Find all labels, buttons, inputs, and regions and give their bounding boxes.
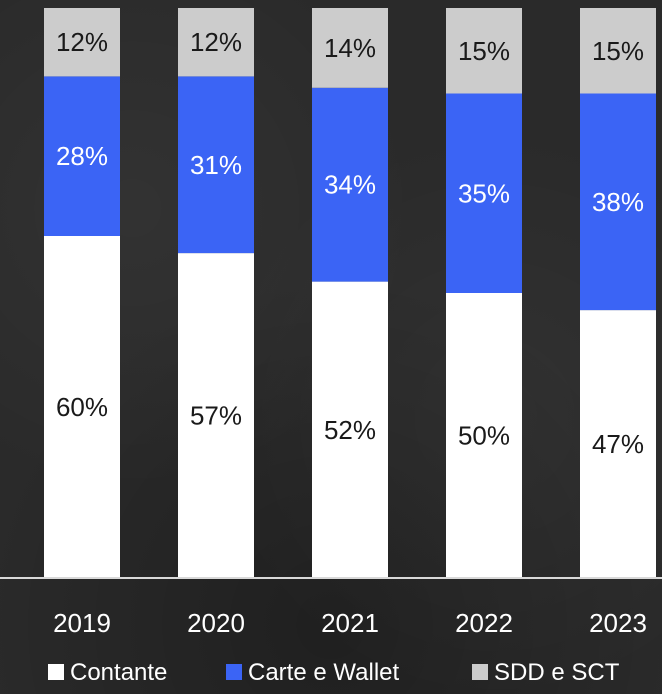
data-label: 57% xyxy=(190,401,242,431)
bar-segment-2019-contante xyxy=(44,236,120,578)
bar-segment-2020-sdd-e-sct xyxy=(178,8,254,77)
x-tick-label: 2021 xyxy=(321,608,379,638)
data-label: 15% xyxy=(458,36,510,66)
bar-segment-2023-contante xyxy=(580,310,656,578)
data-label: 50% xyxy=(458,421,510,451)
x-tick-label: 2023 xyxy=(589,608,647,638)
data-label: 52% xyxy=(324,415,376,445)
bar-segment-2019-carte-e-wallet xyxy=(44,76,120,237)
x-tick-label: 2022 xyxy=(455,608,513,638)
legend-label-carte-e-wallet: Carte e Wallet xyxy=(248,659,399,686)
data-label: 28% xyxy=(56,141,108,171)
data-label: 12% xyxy=(190,27,242,57)
legend-swatch-sdd-e-sct xyxy=(472,664,488,680)
data-label: 31% xyxy=(190,150,242,180)
data-label: 38% xyxy=(592,187,644,217)
bar-segment-2022-contante xyxy=(446,293,522,578)
bar-segment-2019-sdd-e-sct xyxy=(44,8,120,77)
bar-segment-2021-contante xyxy=(312,281,388,578)
legend-swatch-carte-e-wallet xyxy=(226,664,242,680)
bar-segment-2021-carte-e-wallet xyxy=(312,87,388,282)
bar-segment-2022-sdd-e-sct xyxy=(446,8,522,94)
data-label: 47% xyxy=(592,429,644,459)
x-tick-label: 2019 xyxy=(53,608,111,638)
bar-segment-2020-contante xyxy=(178,253,254,578)
x-tick-label: 2020 xyxy=(187,608,245,638)
bar-segment-2022-carte-e-wallet xyxy=(446,93,522,293)
data-label: 15% xyxy=(592,36,644,66)
bar-segment-2021-sdd-e-sct xyxy=(312,8,388,88)
bar-segment-2023-sdd-e-sct xyxy=(580,8,656,94)
bar-segment-2023-carte-e-wallet xyxy=(580,93,656,311)
data-label: 14% xyxy=(324,33,376,63)
data-label: 34% xyxy=(324,170,376,200)
data-label: 12% xyxy=(56,27,108,57)
legend-label-sdd-e-sct: SDD e SCT xyxy=(494,659,620,686)
legend-swatch-contante xyxy=(48,664,64,680)
legend-label-contante: Contante xyxy=(70,659,167,686)
data-label: 60% xyxy=(56,392,108,422)
data-label: 35% xyxy=(458,178,510,208)
bar-segment-2020-carte-e-wallet xyxy=(178,76,254,254)
